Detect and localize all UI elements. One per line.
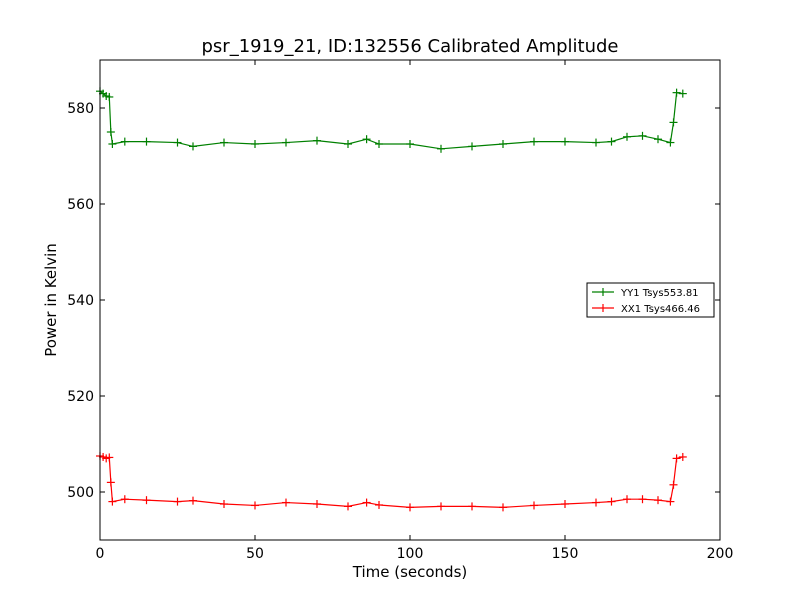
data-point xyxy=(678,452,687,461)
y-tick-label: 520 xyxy=(67,389,94,405)
y-tick-label: 540 xyxy=(67,293,94,309)
data-point xyxy=(437,502,445,511)
data-point xyxy=(499,503,507,512)
data-point xyxy=(362,498,371,507)
data-point xyxy=(106,478,115,487)
data-point xyxy=(623,132,631,141)
x-tick-label: 150 xyxy=(552,546,579,562)
legend-label: YY1 Tsys553.81 xyxy=(620,288,699,299)
data-point xyxy=(189,142,197,151)
y-tick-label: 560 xyxy=(67,197,94,213)
y-tick-label: 580 xyxy=(67,101,94,117)
data-point xyxy=(313,500,321,508)
x-tick-label: 50 xyxy=(246,546,264,562)
series-layer xyxy=(96,87,687,512)
data-point xyxy=(654,496,662,505)
x-tick-label: 0 xyxy=(96,546,105,562)
y-axis-title: Power in Kelvin xyxy=(42,243,60,357)
data-point xyxy=(561,500,569,508)
series-2 xyxy=(96,452,687,512)
data-point xyxy=(362,135,371,144)
data-point xyxy=(666,497,675,506)
x-axis-title: Time (seconds) xyxy=(352,563,468,581)
data-point xyxy=(468,502,476,511)
data-point xyxy=(592,498,600,507)
data-point xyxy=(251,140,259,148)
data-point xyxy=(282,138,290,147)
data-point xyxy=(108,140,117,148)
legend-entry: YY1 Tsys553.81 xyxy=(592,288,699,299)
data-point xyxy=(120,495,129,504)
data-point xyxy=(561,137,569,146)
data-point xyxy=(530,137,538,146)
data-point xyxy=(142,137,151,146)
legend: YY1 Tsys553.81 XX1 Tsys466.46 xyxy=(586,282,715,318)
data-point xyxy=(654,135,662,144)
data-point xyxy=(142,496,151,505)
data-point xyxy=(669,118,678,127)
data-point xyxy=(406,140,414,148)
legend-label: XX1 Tsys466.46 xyxy=(621,304,700,315)
data-point xyxy=(672,454,681,463)
data-point xyxy=(105,453,114,462)
data-point xyxy=(468,142,476,151)
data-point xyxy=(638,495,647,504)
legend-entry: XX1 Tsys466.46 xyxy=(592,304,700,315)
data-point xyxy=(669,480,678,489)
data-point xyxy=(623,495,631,504)
data-point xyxy=(344,140,352,148)
data-point xyxy=(313,136,321,145)
data-point xyxy=(607,137,616,146)
data-point xyxy=(375,500,383,509)
data-point xyxy=(666,138,675,147)
data-point xyxy=(251,501,259,510)
data-point xyxy=(173,138,182,147)
x-axis: 0 50 100 150 200 xyxy=(96,60,734,562)
data-point xyxy=(672,88,681,97)
data-point xyxy=(120,137,129,146)
data-point xyxy=(105,92,114,101)
data-point xyxy=(530,501,538,510)
data-point xyxy=(592,138,600,147)
legend-box xyxy=(586,282,715,318)
y-tick-label: 500 xyxy=(67,485,94,501)
y-axis: 500 520 540 560 580 xyxy=(67,101,720,501)
data-point xyxy=(638,131,647,140)
x-tick-label: 200 xyxy=(707,546,734,562)
data-point xyxy=(607,497,616,506)
data-point xyxy=(108,497,117,506)
data-point xyxy=(173,497,182,506)
chart-title: psr_1919_21, ID:132556 Calibrated Amplit… xyxy=(201,36,618,57)
data-point xyxy=(220,138,228,147)
x-tick-label: 100 xyxy=(397,546,424,562)
data-point xyxy=(189,496,197,505)
data-point xyxy=(106,128,115,136)
data-point xyxy=(406,503,414,512)
data-point xyxy=(678,89,687,98)
data-point xyxy=(375,140,383,148)
data-point xyxy=(282,498,290,507)
data-point xyxy=(344,502,352,511)
data-point xyxy=(437,144,445,153)
data-point xyxy=(499,140,507,148)
data-point xyxy=(220,500,228,508)
